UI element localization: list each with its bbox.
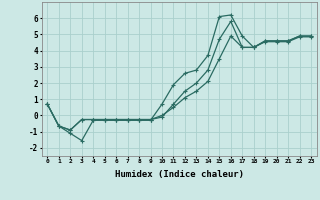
X-axis label: Humidex (Indice chaleur): Humidex (Indice chaleur): [115, 170, 244, 179]
